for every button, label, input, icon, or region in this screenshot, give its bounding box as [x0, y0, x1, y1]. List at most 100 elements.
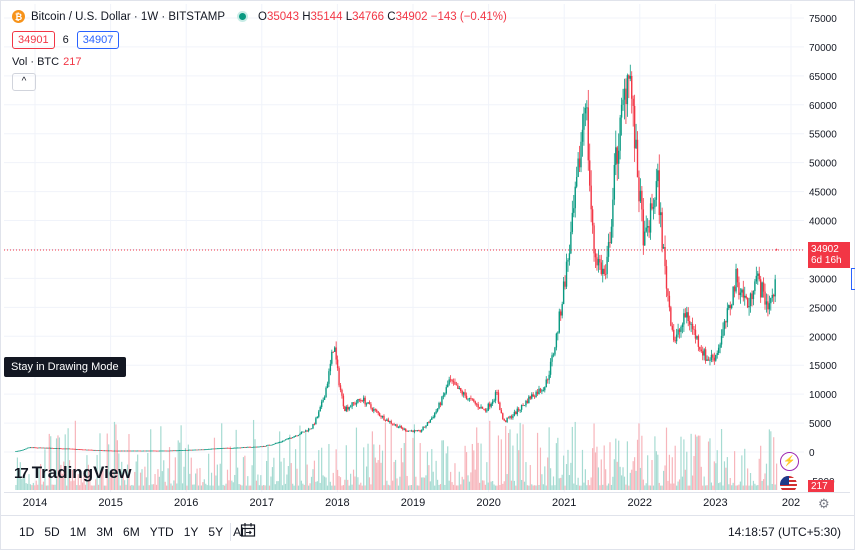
volume-bar — [764, 473, 766, 490]
candle-body — [649, 203, 652, 233]
chart-pane[interactable]: 75000 70000 65000 60000 55000 50000 45000 40000… — [4, 4, 850, 492]
volume-bar — [723, 461, 726, 490]
volume-bar — [521, 479, 523, 490]
range-button-ytd[interactable]: YTD — [149, 525, 174, 539]
symbol-legend[interactable]: ₿ Bitcoin / U.S. Dollar · 1W · BITSTAMP … — [12, 10, 507, 23]
candle-body — [381, 415, 384, 418]
candle-body — [161, 450, 163, 452]
volume-bar — [573, 483, 575, 490]
utc-clock[interactable]: 14:18:57 (UTC+5:30) — [727, 525, 841, 539]
candle-body — [458, 387, 461, 389]
candle-body — [494, 392, 497, 401]
candle-body — [183, 450, 185, 451]
candle-body — [360, 400, 362, 402]
volume-bar — [290, 463, 292, 490]
candle-body — [90, 449, 92, 451]
lightning-icon[interactable]: ⚡ — [780, 452, 799, 471]
candle-body — [290, 437, 292, 439]
candle-body — [652, 207, 655, 209]
candle-body — [771, 294, 773, 299]
candle-body — [712, 354, 714, 358]
candle-body — [560, 311, 562, 316]
candle-body — [297, 434, 300, 436]
candle-body — [371, 407, 374, 411]
range-button-1m[interactable]: 1M — [69, 525, 87, 539]
volume-bar — [237, 467, 239, 490]
candle-body — [362, 397, 365, 402]
candle-body — [709, 360, 711, 361]
volume-bar — [389, 485, 391, 490]
volume-bar — [677, 481, 679, 490]
candle-body — [561, 304, 563, 316]
volume-bar — [489, 420, 491, 490]
range-button-5y[interactable]: 5Y — [208, 525, 224, 539]
candle-body — [687, 312, 689, 322]
symbol-title[interactable]: Bitcoin / U.S. Dollar · 1W · BITSTAMP — [31, 10, 226, 23]
candle-body — [728, 305, 730, 309]
price-tick-label: 45000 — [809, 188, 837, 199]
candle-body — [500, 410, 503, 414]
volume-bar — [741, 455, 743, 490]
volume-bar — [219, 463, 221, 490]
collapse-legend-button[interactable]: ^ — [12, 73, 36, 91]
volume-bar — [470, 472, 472, 490]
volume-bar — [147, 452, 149, 490]
range-button-6m[interactable]: 6M — [123, 525, 140, 539]
candle-body — [749, 293, 752, 306]
gear-icon[interactable]: ⚙ — [818, 496, 830, 511]
candle-body — [478, 407, 481, 409]
candle-body — [47, 447, 49, 449]
range-button-1y[interactable]: 1Y — [183, 525, 199, 539]
candle-body — [548, 374, 550, 380]
volume-bar — [431, 449, 433, 490]
volume-bar — [296, 468, 298, 490]
time-axis[interactable]: 2014 2015 2016 2017 2018 2019 2020 2021 2022 2023… — [4, 492, 850, 513]
candle-body — [717, 347, 720, 353]
candle-body — [725, 321, 727, 323]
candle-body — [632, 98, 634, 106]
volume-bar — [655, 451, 657, 490]
volume-bar — [337, 469, 339, 490]
scale-handle[interactable] — [851, 268, 855, 290]
candle-body — [602, 268, 604, 274]
candle-body — [232, 447, 234, 449]
volume-bar — [60, 464, 62, 490]
volume-bar — [151, 484, 153, 490]
candle-body — [68, 448, 71, 450]
candle-body — [426, 422, 429, 426]
range-button-5d[interactable]: 5D — [44, 525, 60, 539]
volume-bar — [603, 445, 605, 490]
range-button-1d[interactable]: 1D — [19, 525, 35, 539]
volume-bar — [432, 471, 434, 490]
volume-bar — [428, 465, 430, 490]
volume-bar — [593, 423, 595, 490]
sell-price-button[interactable]: 34901 — [12, 31, 55, 49]
candle-body — [293, 436, 295, 438]
candle-body — [139, 450, 142, 452]
candle-body — [202, 449, 204, 451]
tradingview-logo[interactable]: 17 TradingView — [14, 463, 132, 483]
candle-body — [722, 329, 724, 336]
candle-body — [497, 392, 500, 403]
volume-bar — [538, 484, 540, 490]
candlestick-chart[interactable]: 7500070000650006000055000500004500040000… — [4, 4, 850, 492]
range-button-3m[interactable]: 3M — [96, 525, 114, 539]
volume-bar — [241, 485, 243, 490]
volume-bar — [57, 435, 59, 490]
candle-body — [387, 419, 390, 422]
us-flag-icon[interactable] — [780, 476, 797, 493]
volume-legend[interactable]: Vol · BTC 217 — [12, 56, 81, 68]
volume-bar — [193, 484, 195, 490]
volume-bar — [357, 477, 359, 490]
calendar-range-icon[interactable] — [240, 522, 256, 538]
candle-body — [93, 450, 95, 451]
candle-body — [218, 448, 220, 450]
candle-body — [309, 428, 311, 430]
buy-price-button[interactable]: 34907 — [76, 31, 120, 49]
volume-bar — [439, 484, 442, 490]
volume-bar — [594, 452, 597, 490]
candle-body — [209, 448, 211, 450]
candle-body — [238, 447, 240, 449]
candle-body — [546, 379, 549, 381]
volume-bar — [671, 457, 673, 490]
